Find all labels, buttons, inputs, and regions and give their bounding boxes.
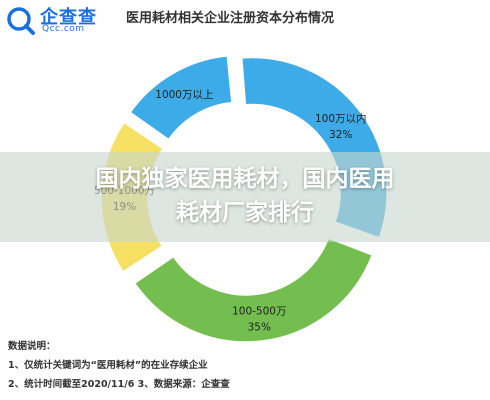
- header: 企查查 Qcc.com 医用耗材相关企业注册资本分布情况: [0, 0, 490, 40]
- watermark-banner: [0, 152, 490, 242]
- notes-line-1: 1、仅统计关键词为“医用耗材”的在业存续企业: [8, 360, 208, 371]
- qcc-logo: 企查查 Qcc.com: [6, 2, 116, 38]
- data-notes: 数据说明： 1、仅统计关键词为“医用耗材”的在业存续企业 2、统计时间截至202…: [8, 337, 230, 394]
- slice-label-3: 1000万以上: [155, 89, 213, 101]
- banner-line-2: 耗材厂家排行: [176, 200, 314, 226]
- slice-label-0: 100万以内: [315, 112, 367, 125]
- slice-value-1: 35%: [248, 322, 271, 334]
- chart-title: 医用耗材相关企业注册资本分布情况: [126, 11, 335, 26]
- notes-line-2: 2、统计时间截至2020/11/6 3、数据来源：企查查: [8, 379, 230, 390]
- notes-heading: 数据说明：: [8, 341, 56, 352]
- banner-line-1: 国内独家医用耗材，国内医用: [95, 166, 395, 192]
- qcc-logo-icon: [7, 7, 35, 35]
- slice-1: [133, 237, 374, 343]
- slice-3: [129, 55, 233, 141]
- slice-label-1: 100-500万: [232, 306, 286, 318]
- logo-domain: Qcc.com: [42, 24, 85, 34]
- slice-value-0: 32%: [329, 129, 352, 141]
- banner-text: 国内独家医用耗材，国内医用 耗材厂家排行: [0, 162, 490, 230]
- logo-text: 企查查: [40, 7, 97, 28]
